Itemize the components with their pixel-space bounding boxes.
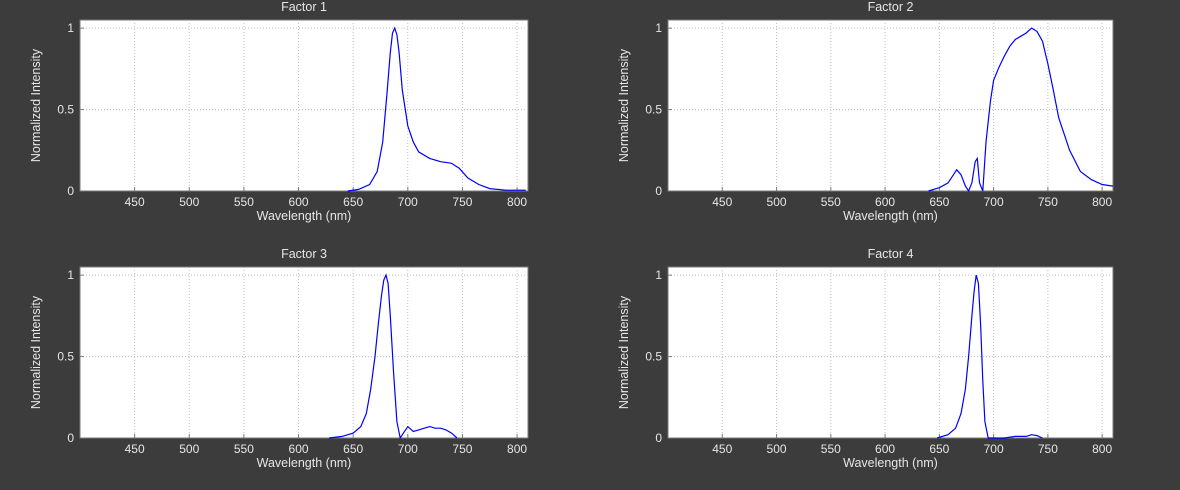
- x-tick-label: 450: [125, 195, 145, 209]
- x-tick-label: 500: [767, 442, 787, 456]
- chart-2: 450 500 550 600 650 700 750 800 0 0.5 1 Factor 2 Wav…: [617, 0, 1114, 223]
- chart-title: Factor 3: [281, 247, 327, 261]
- spectrum-line: [928, 27, 1114, 193]
- x-tick-label: 800: [1092, 195, 1112, 209]
- x-axis-label: Wavelength (nm): [843, 456, 938, 470]
- y-axis-label: Normalized Intensity: [29, 48, 43, 162]
- x-axis-label: Wavelength (nm): [257, 456, 352, 470]
- x-tick-label: 650: [929, 195, 949, 209]
- x-tick-label: 600: [289, 442, 309, 456]
- x-tick-label: 700: [398, 442, 418, 456]
- y-tick-label: 0.5: [57, 350, 74, 364]
- x-tick-label: 750: [452, 442, 472, 456]
- x-tick-label: 500: [179, 195, 199, 209]
- spectrum-line: [937, 274, 1043, 439]
- x-tick-label: 500: [767, 195, 787, 209]
- chart-title: Factor 1: [281, 0, 327, 14]
- y-tick-label: 1: [67, 268, 74, 282]
- y-axis-label: Normalized Intensity: [617, 48, 631, 162]
- x-tick-label: 700: [984, 442, 1004, 456]
- x-tick-label: 650: [343, 195, 363, 209]
- x-tick-label: 550: [821, 195, 841, 209]
- x-tick-label: 650: [343, 442, 363, 456]
- y-axis-label: Normalized Intensity: [29, 295, 43, 409]
- x-tick-label: 550: [821, 442, 841, 456]
- plot-area: [79, 266, 529, 439]
- x-tick-label: 450: [712, 442, 732, 456]
- x-tick-label: 800: [507, 442, 527, 456]
- x-tick-label: 450: [125, 442, 145, 456]
- x-tick-label: 500: [179, 442, 199, 456]
- plot-area: [79, 19, 529, 192]
- y-tick-label: 0.5: [57, 103, 74, 117]
- plot-area: [667, 19, 1114, 192]
- x-tick-label: 600: [875, 195, 895, 209]
- x-tick-label: 650: [929, 442, 949, 456]
- y-tick-label: 1: [655, 268, 662, 282]
- y-tick-label: 0: [67, 184, 74, 198]
- chart-title: Factor 2: [868, 0, 914, 14]
- x-tick-label: 550: [234, 442, 254, 456]
- chart-1: 450 500 550 600 650 700 750 800 0 0.5 1 Factor 1 Wav…: [29, 0, 529, 223]
- x-tick-label: 750: [1038, 195, 1058, 209]
- x-tick-label: 750: [1038, 442, 1058, 456]
- y-axis-label: Normalized Intensity: [617, 295, 631, 409]
- y-tick-label: 0: [655, 431, 662, 445]
- x-tick-label: 800: [507, 195, 527, 209]
- y-tick-label: 1: [655, 21, 662, 35]
- x-tick-label: 700: [398, 195, 418, 209]
- chart-title: Factor 4: [868, 247, 914, 261]
- chart-3: 450 500 550 600 650 700 750 800 0 0.5 1 Factor 3 Wav…: [29, 247, 529, 470]
- plot-area: [667, 266, 1114, 439]
- y-tick-label: 1: [67, 21, 74, 35]
- spectrum-line: [347, 26, 526, 192]
- y-tick-label: 0: [67, 431, 74, 445]
- chart-4: 450 500 550 600 650 700 750 800 0 0.5 1 Factor 4 Wav…: [617, 247, 1114, 470]
- x-axis-label: Wavelength (nm): [843, 209, 938, 223]
- spectrum-line: [329, 273, 458, 440]
- x-tick-label: 550: [234, 195, 254, 209]
- x-tick-label: 450: [712, 195, 732, 209]
- x-axis-label: Wavelength (nm): [257, 209, 352, 223]
- x-tick-label: 600: [289, 195, 309, 209]
- x-tick-label: 800: [1092, 442, 1112, 456]
- y-tick-label: 0: [655, 184, 662, 198]
- x-tick-label: 600: [875, 442, 895, 456]
- x-tick-label: 700: [984, 195, 1004, 209]
- y-tick-label: 0.5: [645, 350, 662, 364]
- x-tick-label: 750: [452, 195, 472, 209]
- y-tick-label: 0.5: [645, 103, 662, 117]
